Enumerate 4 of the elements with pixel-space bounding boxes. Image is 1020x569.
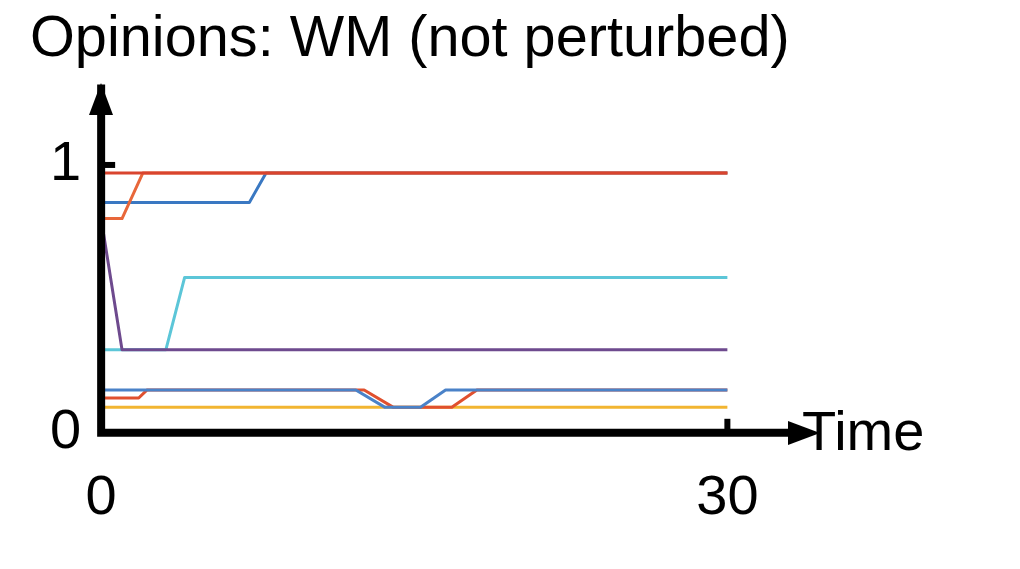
x-tick-label: 30 <box>696 462 759 526</box>
x-axis-title: Time <box>802 399 925 463</box>
chart-title: Opinions: WM (not perturbed) <box>30 3 790 68</box>
y-tick-label: 1 <box>49 129 82 193</box>
